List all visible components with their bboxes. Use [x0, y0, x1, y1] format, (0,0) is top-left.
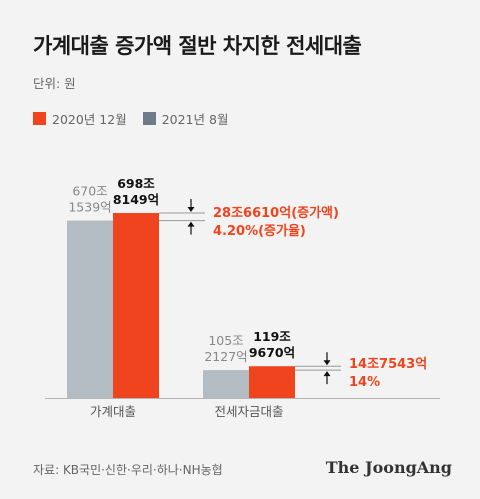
legend-swatch-2020-12 — [33, 112, 46, 125]
legend: 2020년 12월 2021년 8월 — [33, 109, 244, 128]
increase-arrow-down-head-1 — [323, 360, 331, 366]
legend-swatch-2021-08 — [142, 112, 156, 125]
value-label-0-1-a: 698조 — [117, 176, 155, 191]
value-label-0-0-b: 1539억 — [68, 200, 111, 215]
category-label-1: 전세자금대출 — [214, 404, 283, 419]
bar-jeonse-s0 — [203, 370, 249, 398]
bar-household-s0 — [67, 220, 113, 398]
source-note: 자료: KB국민·신한·우리·하나·NH농협 — [33, 463, 223, 477]
increase-label-0-rate: 4.20%(증가율) — [213, 223, 306, 239]
increase-arrow-up-head-0 — [187, 221, 195, 227]
value-label-0-1-b: 8149억 — [113, 192, 159, 207]
bar-household-s1 — [113, 213, 159, 398]
increase-label-0-amount: 28조6610억(증가액) — [213, 206, 339, 221]
value-label-0-0-a: 670조 — [72, 184, 107, 199]
increase-arrow-down-head-0 — [187, 207, 195, 212]
value-label-1-0-a: 105조 — [208, 333, 243, 348]
brand-logo: The JoongAng — [325, 458, 452, 477]
legend-item-2021-08: 2021년 8월 — [142, 109, 229, 128]
category-label-0: 가계대출 — [90, 404, 136, 419]
increase-label-1-amount: 14조7543억 — [349, 357, 427, 372]
legend-label-2021-08: 2021년 8월 — [161, 112, 229, 127]
chart-title: 가계대출 증가액 절반 차지한 전세대출 — [33, 34, 362, 58]
increase-arrow-up-head-1 — [323, 371, 331, 377]
bar-jeonse-s1 — [249, 366, 295, 398]
legend-label-2020-12: 2020년 12월 — [52, 112, 127, 127]
increase-label-1-rate: 14% — [349, 375, 380, 390]
value-label-1-1-a: 119조 — [253, 329, 291, 344]
value-label-1-0-b: 2127억 — [204, 349, 247, 364]
legend-item-2020-12: 2020년 12월 — [33, 109, 127, 128]
unit-label: 단위: 원 — [33, 76, 76, 91]
value-label-1-1-b: 9670억 — [249, 345, 295, 360]
